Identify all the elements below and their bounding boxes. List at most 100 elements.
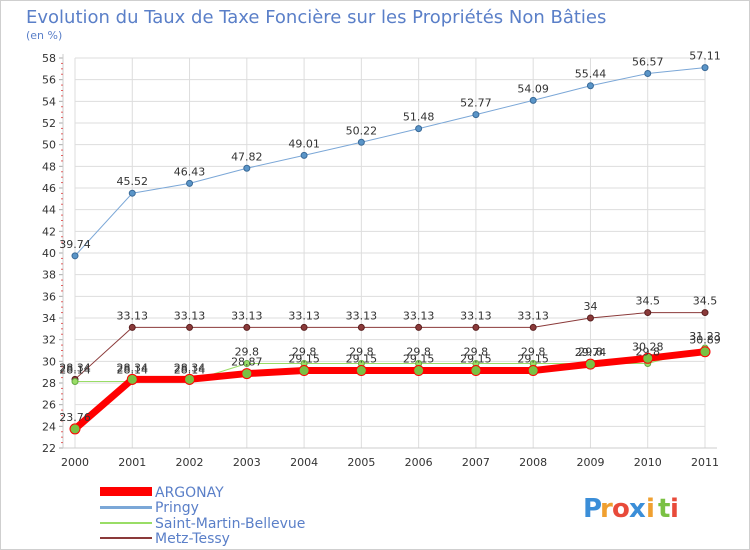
data-label: 33.13 [117, 309, 149, 322]
legend-swatch-argonay [100, 487, 152, 496]
logo-letter: x [629, 494, 646, 524]
x-tick-label: 2001 [118, 456, 146, 469]
data-label: 28.34 [174, 361, 206, 374]
legend-swatch-pringy [100, 506, 152, 509]
chart-subtitle: (en %) [26, 29, 62, 42]
y-tick-labels: 22 24 26 28 30 32 34 36 38 40 42 44 46 48 50 52 54 56 58 [42, 52, 56, 455]
y-tick-label: 42 [42, 225, 56, 238]
data-label: 29.15 [288, 353, 320, 366]
data-point [300, 323, 308, 331]
data-point [298, 365, 310, 377]
x-tick-label: 2009 [576, 456, 604, 469]
data-label: 31.23 [689, 330, 721, 343]
data-label: 28.34 [117, 361, 149, 374]
data-point [699, 346, 711, 358]
data-label: 33.13 [174, 309, 206, 322]
y-tick-label: 38 [42, 269, 56, 282]
series-layer [69, 64, 711, 435]
logo-letter: P [583, 494, 602, 524]
data-label: 29.8 [406, 346, 431, 359]
data-label: 34.5 [635, 295, 660, 308]
gridlines [74, 57, 706, 449]
data-point [243, 360, 251, 367]
data-label: 34.5 [693, 295, 718, 308]
data-point [415, 323, 423, 331]
data-label: 29.15 [517, 353, 549, 366]
data-point [357, 323, 365, 331]
data-label: 34 [583, 300, 597, 313]
data-point [472, 323, 480, 331]
legend-item-argonay: ARGONAY [100, 485, 224, 501]
legend-item-saint-martin-bellevue: Saint-Martin-Bellevue [100, 516, 305, 532]
logo-letter: o [612, 494, 630, 524]
data-label: 29.8 [292, 346, 317, 359]
data-point [355, 365, 367, 377]
y-tick-label: 28 [42, 377, 56, 390]
data-point [701, 64, 709, 72]
legend-item-pringy: Pringy [100, 500, 199, 516]
data-label: 52.77 [460, 97, 492, 110]
y-tick-label: 50 [42, 139, 56, 152]
y-tick-label: 54 [42, 95, 56, 108]
series-pringy [71, 64, 709, 260]
legend-label-metz-tessy: Metz-Tessy [155, 531, 230, 547]
data-point [243, 164, 251, 172]
y-tick-label: 22 [42, 442, 56, 455]
data-label: 33.13 [517, 309, 549, 322]
y-tick-label: 26 [42, 399, 56, 412]
data-label: 29.8 [578, 346, 603, 359]
logo-letter: i [646, 494, 655, 524]
series-line-pringy [74, 67, 706, 257]
data-point [241, 368, 253, 380]
y-tick-label: 24 [42, 420, 56, 433]
y-tick-label: 44 [42, 204, 56, 217]
y-tick-label: 36 [42, 290, 56, 303]
data-label: 30.28 [632, 340, 664, 353]
data-label: 57.11 [689, 50, 721, 63]
data-label: 49.01 [288, 137, 320, 150]
data-point [644, 309, 652, 317]
logo-letter: r [600, 494, 613, 524]
data-label: 33.13 [403, 309, 435, 322]
data-point [472, 111, 480, 119]
data-point [128, 323, 136, 331]
data-point [584, 358, 596, 370]
y-tick-label: 40 [42, 247, 56, 260]
data-label: 45.52 [117, 175, 149, 188]
series-line-metz-tessy [74, 312, 705, 380]
data-point [71, 252, 79, 260]
series-line-argonay [72, 348, 706, 432]
data-point [184, 373, 196, 385]
data-label: 30.89 [689, 334, 721, 347]
data-point [243, 323, 251, 331]
data-point [586, 314, 594, 322]
x-tick-label: 2004 [290, 456, 318, 469]
data-point [529, 323, 537, 331]
data-label: 50.22 [346, 124, 378, 137]
data-point [186, 323, 194, 331]
x-tick-labels: 2000 2001 2002 2003 2004 2005 2006 2007 2008 2009… [61, 456, 719, 469]
data-label: 29.8 [235, 346, 260, 359]
x-tick-label: 2005 [347, 456, 375, 469]
data-point [69, 423, 81, 435]
x-tick-label: 2008 [519, 456, 547, 469]
data-label: 33.13 [231, 309, 263, 322]
data-point [701, 309, 709, 317]
data-label: 29.8 [349, 346, 374, 359]
proxiti-logo: Pr o x i t i [583, 494, 679, 524]
data-label: 51.48 [403, 111, 435, 124]
axes [59, 54, 717, 449]
data-label: 46.43 [174, 165, 206, 178]
data-point [529, 96, 537, 104]
data-label: 56.57 [632, 55, 664, 68]
logo-letter: i [670, 494, 679, 524]
data-point [644, 69, 652, 77]
data-label: 28.87 [231, 356, 263, 369]
x-tick-label: 2000 [61, 456, 89, 469]
data-label: 23.76 [59, 411, 91, 424]
data-label: 33.13 [346, 309, 378, 322]
data-label: 29.15 [346, 353, 378, 366]
data-label: 28.14 [117, 363, 149, 376]
data-label: 33.13 [288, 309, 320, 322]
